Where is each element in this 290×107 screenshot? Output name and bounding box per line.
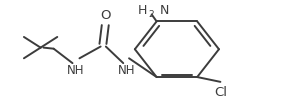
- Text: O: O: [100, 10, 110, 22]
- Text: NH: NH: [117, 64, 135, 77]
- Text: 2: 2: [148, 10, 153, 19]
- Text: H: H: [138, 4, 147, 17]
- Text: Cl: Cl: [214, 86, 227, 99]
- Text: NH: NH: [67, 64, 85, 77]
- Text: N: N: [160, 4, 169, 17]
